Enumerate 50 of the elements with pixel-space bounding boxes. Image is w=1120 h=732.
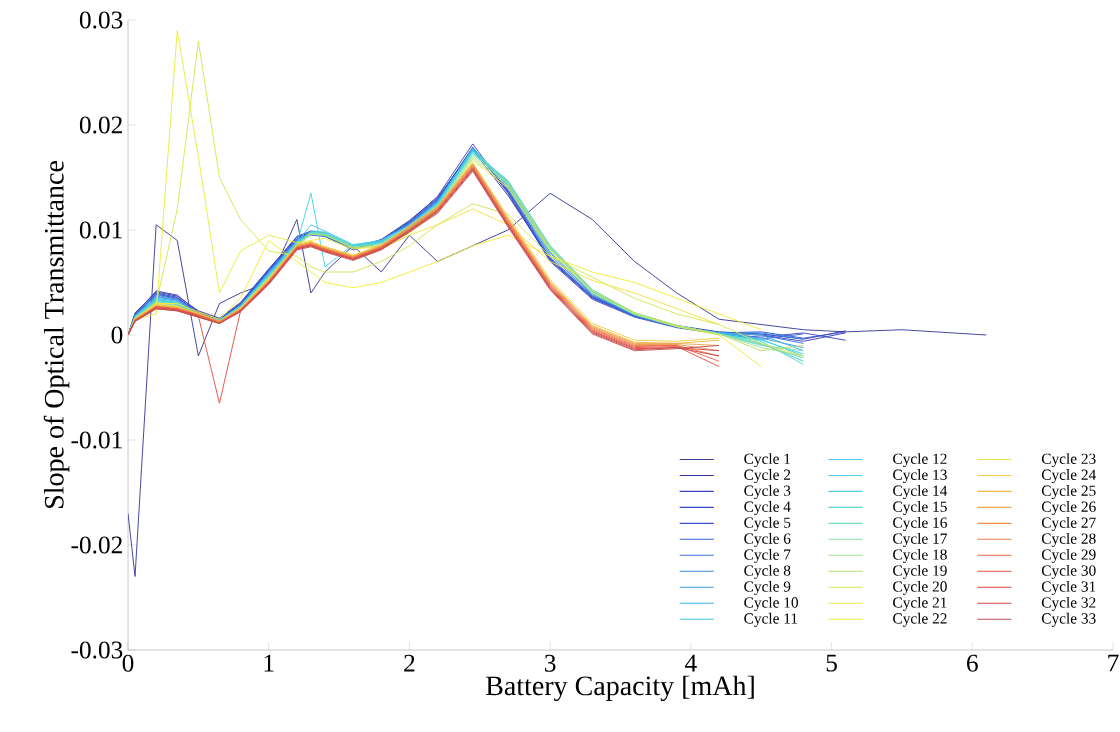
y-axis-title: Slope of Optical Transmittance [43, 161, 70, 508]
x-tick-label: 0 [122, 654, 134, 672]
legend-label: Cycle 31 [1041, 580, 1096, 595]
legend-label: Cycle 29 [1041, 548, 1096, 563]
legend-label: Cycle 16 [893, 517, 947, 531]
legend-label: Cycle 5 [744, 517, 791, 531]
legend-label: Cycle 3 [744, 485, 791, 500]
legend-label: Cycle 15 [893, 501, 947, 515]
legend-label: Cycle 33 [1041, 612, 1096, 627]
legend-label: Cycle 11 [744, 612, 798, 627]
x-tick-label: 4 [685, 654, 697, 672]
y-tick-label: -0.01 [71, 431, 122, 449]
x-tick-label: 5 [826, 654, 837, 672]
legend-label: Cycle 30 [1041, 564, 1096, 579]
y-tick-label: 0.02 [79, 116, 122, 134]
legend-label: Cycle 20 [893, 580, 947, 595]
y-tick-label: 0.03 [79, 11, 123, 29]
legend-label: Cycle 23 [1041, 453, 1096, 468]
legend-label: Cycle 1 [744, 453, 790, 468]
legend-label: Cycle 21 [893, 596, 947, 611]
legend-label: Cycle 13 [893, 469, 947, 484]
legend-label: Cycle 7 [744, 548, 791, 563]
y-tick-label: 0.01 [79, 221, 122, 239]
legend-label: Cycle 22 [893, 612, 947, 627]
legend-label: Cycle 24 [1041, 469, 1096, 484]
y-tick-label: -0.03 [71, 641, 123, 659]
legend-label: Cycle 19 [893, 564, 947, 579]
legend-label: Cycle 4 [744, 501, 791, 515]
legend-label: Cycle 8 [744, 564, 791, 579]
y-tick-label: 0 [111, 326, 123, 344]
legend-label: Cycle 2 [744, 469, 791, 484]
legend-label: Cycle 14 [893, 485, 948, 500]
legend-label: Cycle 10 [744, 596, 799, 611]
y-tick-label: -0.02 [71, 536, 122, 554]
legend-label: Cycle 28 [1041, 533, 1096, 547]
x-tick-label: 6 [967, 654, 978, 672]
legend-label: Cycle 27 [1041, 517, 1096, 531]
x-tick-label: 7 [1108, 654, 1119, 672]
legend-label: Cycle 12 [893, 453, 947, 468]
legend-label: Cycle 32 [1041, 596, 1096, 611]
legend-label: Cycle 9 [744, 580, 791, 595]
x-tick-label: 2 [404, 654, 415, 672]
legend-label: Cycle 17 [893, 533, 947, 547]
legend-label: Cycle 18 [893, 548, 947, 563]
legend-label: Cycle 26 [1041, 501, 1096, 515]
legend-label: Cycle 6 [744, 533, 791, 547]
x-axis-title: Battery Capacity [mAh] [486, 675, 754, 702]
x-tick-label: 1 [264, 654, 274, 672]
x-tick-label: 3 [545, 654, 556, 672]
legend-label: Cycle 25 [1041, 485, 1096, 500]
